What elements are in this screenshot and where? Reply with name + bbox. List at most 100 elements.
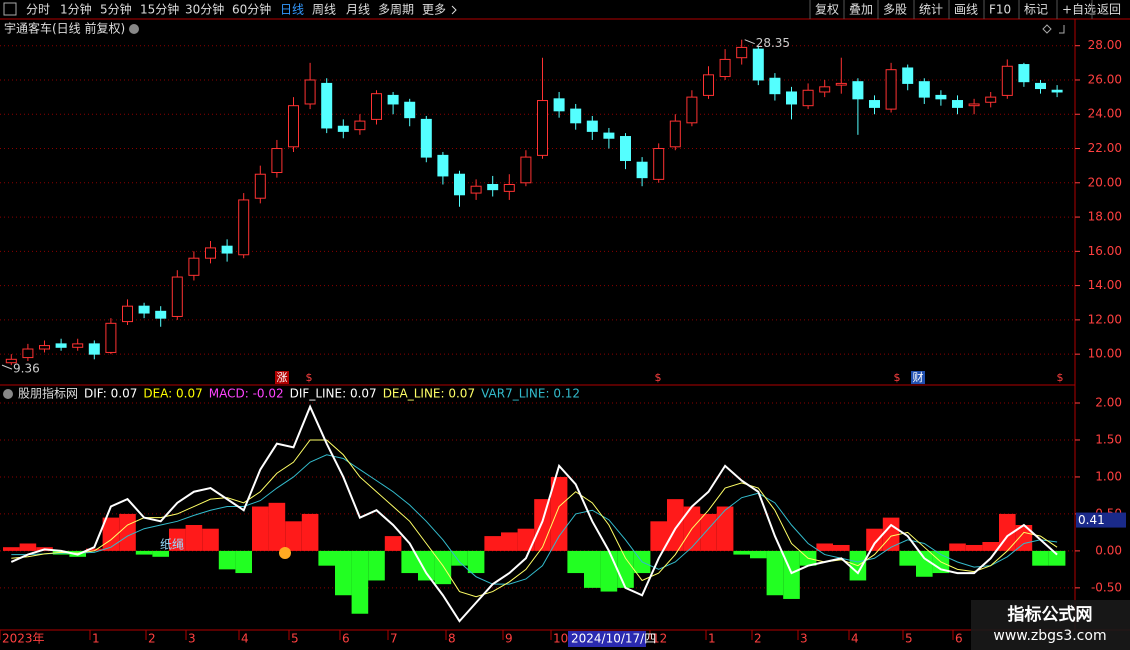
macd-bar	[401, 550, 418, 574]
toolbar-button[interactable]: +自选	[1062, 3, 1096, 17]
event-marker[interactable]: 涨	[277, 371, 288, 384]
macd-bar	[916, 550, 933, 577]
toolbar-button[interactable]: 月线	[346, 3, 370, 17]
cursor-box	[568, 631, 646, 647]
macd-bar	[268, 502, 286, 551]
toolbar-button[interactable]: 返回	[1097, 3, 1121, 17]
toolbar-icon[interactable]	[3, 2, 17, 16]
time-label: 7	[390, 632, 398, 646]
toolbar-button[interactable]: 标记	[1024, 3, 1048, 17]
macd-bar	[152, 550, 169, 557]
candle-body	[503, 184, 515, 192]
macd-bar	[135, 550, 153, 555]
legend-icon	[3, 389, 13, 399]
toolbar-button[interactable]: 日线	[280, 3, 304, 17]
time-label: 5	[905, 632, 913, 646]
toolbar-button[interactable]: 叠加	[849, 3, 873, 17]
event-marker[interactable]: $	[1057, 371, 1064, 384]
macd-bar	[965, 544, 983, 551]
macd-bar	[584, 550, 601, 588]
candle-body	[205, 247, 216, 259]
toolbar-button[interactable]: F10	[989, 3, 1011, 17]
time-label: 5	[291, 632, 299, 646]
legend-entry: DIF_LINE: 0.07	[290, 387, 377, 401]
toolbar-button[interactable]: 多周期	[378, 3, 414, 17]
candle-body	[952, 100, 963, 108]
legend-entry: DIF: 0.07	[84, 387, 137, 401]
macd-bar	[1032, 550, 1049, 566]
toolbar-button[interactable]: 多股	[883, 3, 907, 17]
indicator-title: 股朋指标网	[18, 386, 78, 401]
toolbar-button[interactable]: 分时	[26, 3, 50, 17]
macd-bar	[434, 550, 452, 585]
y-tick-label: 22.00	[1088, 141, 1122, 155]
macd-bar	[1048, 550, 1066, 566]
macd-bar	[866, 528, 883, 551]
candle-body	[935, 94, 947, 100]
macd-bar	[418, 550, 435, 581]
candle-body	[437, 154, 449, 177]
y-tick-label: 2.00	[1095, 396, 1122, 410]
toolbar-button[interactable]: 30分钟	[185, 2, 224, 17]
marker-box	[275, 371, 289, 384]
event-marker[interactable]: $	[894, 371, 901, 384]
macd-bar	[750, 550, 767, 559]
candle-body	[337, 125, 349, 132]
candle-body	[1001, 65, 1013, 96]
time-label: 10	[553, 632, 568, 646]
time-label: 6	[955, 632, 963, 646]
toolbar-button[interactable]: 画线	[954, 3, 978, 17]
macd-bar	[716, 506, 734, 551]
candle-body	[105, 322, 117, 353]
event-marker[interactable]: $	[655, 371, 662, 384]
pointer-box	[1076, 512, 1126, 528]
candle-body	[918, 81, 930, 98]
macd-bar	[882, 517, 900, 551]
toolbar-button[interactable]: 统计	[919, 3, 943, 17]
emoji-marker[interactable]	[279, 547, 291, 559]
chart-title: 宇通客车(日线 前复权)	[4, 21, 125, 36]
macd-bar	[949, 543, 966, 551]
macd-bar	[766, 550, 784, 596]
toolbar-button[interactable]: 1分钟	[60, 2, 92, 17]
macd-bar	[1015, 525, 1033, 551]
watermark-url: www.zbgs3.com	[993, 628, 1106, 644]
macd-bar	[833, 544, 850, 551]
candle-body	[354, 120, 366, 131]
toolbar-button[interactable]: 周线	[312, 3, 336, 17]
candle-body	[138, 305, 150, 314]
high-arrow	[744, 39, 755, 45]
indicator-line	[11, 439, 1058, 598]
macd-bar	[617, 550, 634, 588]
time-label: 2	[754, 632, 762, 646]
toolbar-button[interactable]: 复权	[815, 3, 839, 17]
candle-body	[620, 136, 631, 162]
macd-bar	[368, 550, 385, 581]
panel-icons[interactable]	[1042, 24, 1065, 34]
y-tick-label: -0.50	[1091, 580, 1122, 594]
macd-bar	[600, 550, 618, 592]
candle-body	[1051, 89, 1063, 93]
candle-body	[586, 120, 598, 132]
event-marker[interactable]: $	[306, 371, 313, 384]
candle-body	[786, 91, 797, 105]
candle-body	[802, 89, 814, 107]
macd-bar	[700, 513, 717, 551]
candle-body	[885, 69, 897, 110]
macd-bar	[501, 532, 518, 551]
candle-body	[902, 67, 914, 84]
toolbar-button[interactable]: 5分钟	[100, 2, 132, 17]
candle-body	[736, 46, 748, 59]
title-icon[interactable]	[129, 24, 139, 34]
marker-box	[911, 371, 925, 384]
toolbar-button[interactable]: 15分钟	[140, 2, 179, 17]
legend-entry: MACD: -0.02	[209, 387, 284, 401]
time-label: 3	[188, 632, 196, 646]
candle-body	[39, 345, 50, 350]
event-marker[interactable]: 财	[913, 370, 924, 384]
toolbar-button[interactable]: 更多	[422, 3, 446, 17]
macd-bar	[119, 513, 136, 551]
candle-body	[22, 348, 34, 359]
indicator-annotation: 纸绳	[160, 538, 184, 552]
toolbar-button[interactable]: 60分钟	[232, 2, 271, 17]
